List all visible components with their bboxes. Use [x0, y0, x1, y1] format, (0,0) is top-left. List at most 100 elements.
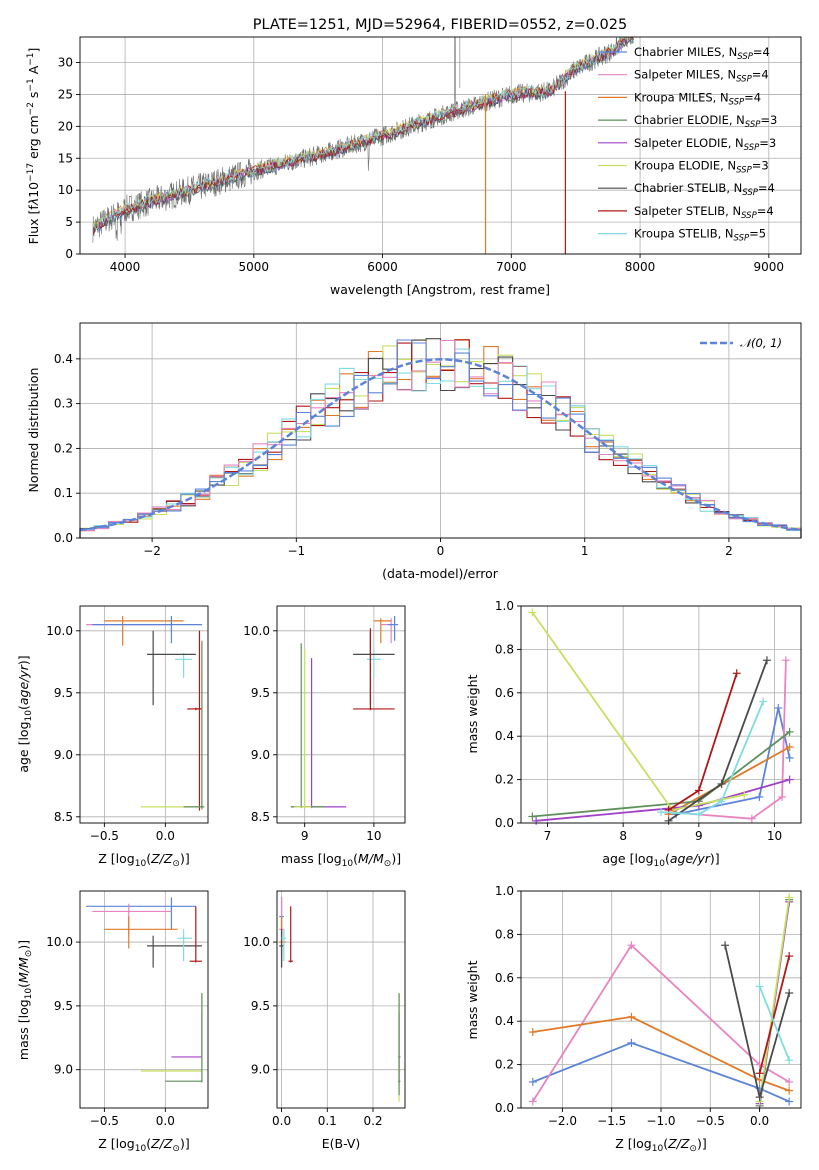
y-tick-label: 9.5 — [251, 999, 270, 1013]
weight-age-lines — [528, 608, 794, 825]
y-tick-label: 0 — [65, 247, 73, 261]
x-tick-label: 0.0 — [156, 829, 175, 843]
legend-subscript: SSP — [745, 120, 761, 130]
weight-z-xlabel: Z [log10(Z/Z⊙)] — [615, 1136, 706, 1154]
weight-line — [758, 986, 791, 1061]
y-tick-label: 0.2 — [54, 441, 73, 455]
x-tick-label: −1 — [287, 544, 305, 558]
x-tick-label: −1.5 — [597, 1114, 626, 1128]
legend-entry: Salpeter MILES, NSSP=4 — [634, 68, 769, 85]
weight-line — [531, 611, 745, 812]
y-tick-label: 10.0 — [243, 624, 270, 638]
y-tick-label: 0.3 — [54, 397, 73, 411]
weight-line — [536, 778, 790, 822]
x-tick-label: 0.0 — [750, 1114, 769, 1128]
weight-line — [532, 1015, 790, 1092]
x-tick-label: 8 — [619, 829, 627, 843]
spectrum-panel: PLATE=1251, MJD=52964, FIBERID=0552, z=0… — [26, 17, 802, 297]
weight-line — [758, 955, 791, 1074]
x-tick-label: 0 — [437, 544, 445, 558]
weight-line — [532, 731, 791, 818]
y-tick-label: 0.0 — [54, 531, 73, 545]
histogram-panel: −2 −1 0 1 2 0.0 0.1 0.2 0.3 0.4 (data-model)/erro… — [26, 322, 802, 581]
x-tick-label: 8000 — [625, 260, 656, 274]
x-tick-label: −0.5 — [90, 829, 119, 843]
y-tick-label: 0.0 — [495, 1101, 514, 1115]
y-tick-label: 30 — [58, 56, 73, 70]
y-tick-label: 0.4 — [495, 1014, 514, 1028]
legend-count: =3 — [759, 136, 776, 150]
y-tick-label: 10.0 — [243, 935, 270, 949]
x-tick-label: 5000 — [239, 260, 270, 274]
x-tick-label: 4000 — [110, 260, 141, 274]
weight-line — [532, 1041, 790, 1103]
x-tick-label: 7000 — [496, 260, 527, 274]
weight-age-panel: 7 8 9 10 0.0 0.2 0.4 0.6 0.8 1.0 age [log10(age/y… — [465, 599, 802, 869]
legend-subscript: SSP — [736, 75, 752, 85]
weight-z-panel: −2.0 −1.5 −1.0 −0.5 0.0 0.0 0.2 0.4 0.6 0.8 1.0 Z … — [465, 884, 802, 1154]
legend-count: =4 — [744, 90, 761, 104]
legend-entry: Salpeter ELODIE, NSSP=3 — [634, 136, 776, 153]
y-tick-label: 9.0 — [54, 1063, 73, 1077]
x-tick-label: 1 — [581, 544, 589, 558]
legend-subscript: SSP — [742, 188, 758, 198]
weight-age-frame — [520, 605, 802, 824]
legend-entry: Kroupa STELIB, NSSP=5 — [634, 227, 766, 244]
y-tick-label: 0.0 — [495, 816, 514, 830]
y-tick-label: 9.5 — [54, 686, 73, 700]
y-tick-label: 1.0 — [495, 884, 514, 898]
y-tick-label: 0.1 — [54, 486, 73, 500]
y-tick-label: 0.4 — [495, 729, 514, 743]
y-tick-label: 0.2 — [495, 1058, 514, 1072]
weight-line — [532, 943, 790, 1102]
x-tick-label: 10 — [767, 829, 782, 843]
observed-spectrum-line — [92, 37, 634, 243]
legend-count: =4 — [753, 45, 770, 59]
legend-count: =5 — [749, 227, 766, 241]
legend-entry: Salpeter STELIB, NSSP=4 — [634, 204, 774, 221]
z-mass-ylabel: mass [log10(M/M⊙)] — [16, 940, 34, 1060]
x-tick-label: −1.0 — [646, 1114, 675, 1128]
x-tick-label: 10 — [366, 829, 381, 843]
legend-subscript: SSP — [741, 211, 757, 221]
y-tick-label: 10.0 — [46, 624, 73, 638]
x-tick-label: −2.0 — [548, 1114, 577, 1128]
legend-entry: Chabrier MILES, NSSP=4 — [634, 45, 770, 62]
y-tick-label: 9.0 — [251, 748, 270, 762]
weight-z-ylabel: mass weight — [465, 960, 480, 1039]
ebv-mass-panel: 0.0 0.1 0.2 9.0 9.5 10.0 E(B-V) — [243, 890, 406, 1151]
y-tick-label: 9.5 — [54, 999, 73, 1013]
ebv-mass-xlabel: E(B-V) — [322, 1136, 361, 1151]
ebv-mass-frame — [276, 890, 406, 1109]
y-tick-label: 25 — [58, 87, 73, 101]
z-age-xlabel: Z [log10(Z/Z⊙)] — [98, 851, 189, 869]
x-tick-label: 0.1 — [318, 1114, 337, 1128]
y-tick-label: 8.5 — [54, 810, 73, 824]
histogram-step-line — [79, 339, 802, 538]
weight-age-ylabel: mass weight — [465, 674, 480, 753]
histogram-legend: 𝒩(0, 1) — [700, 336, 782, 350]
model-spectrum-line — [92, 37, 629, 230]
legend-count: =4 — [758, 181, 775, 195]
y-tick-label: 0.2 — [495, 773, 514, 787]
spectrum-frame — [79, 36, 802, 255]
weight-line — [660, 701, 765, 816]
histogram-xlabel: (data-model)/error — [382, 566, 499, 581]
y-tick-label: 0.8 — [495, 642, 514, 656]
y-tick-label: 20 — [58, 119, 73, 133]
mass-age-xlabel: mass [log10(M/M⊙)] — [281, 851, 401, 869]
mass-age-panel: 9 10 8.5 9.0 9.5 10.0 mass [log10(M/M⊙)] — [243, 605, 406, 869]
z-age-errorbars — [86, 615, 205, 811]
weight-z-lines — [528, 893, 794, 1110]
z-mass-frame — [79, 890, 209, 1109]
weight-line — [758, 897, 791, 1102]
x-tick-label: −2 — [143, 544, 161, 558]
y-tick-label: 5 — [65, 215, 73, 229]
errorbar-group — [279, 897, 401, 1102]
x-tick-label: 6000 — [367, 260, 398, 274]
spectrum-lines — [92, 37, 634, 254]
x-tick-label: 0.2 — [363, 1114, 382, 1128]
legend-entry: Chabrier ELODIE, NSSP=3 — [634, 113, 777, 130]
z-age-ylabel: age [log10(age/yr)] — [16, 655, 34, 772]
y-tick-label: 0.6 — [495, 686, 514, 700]
